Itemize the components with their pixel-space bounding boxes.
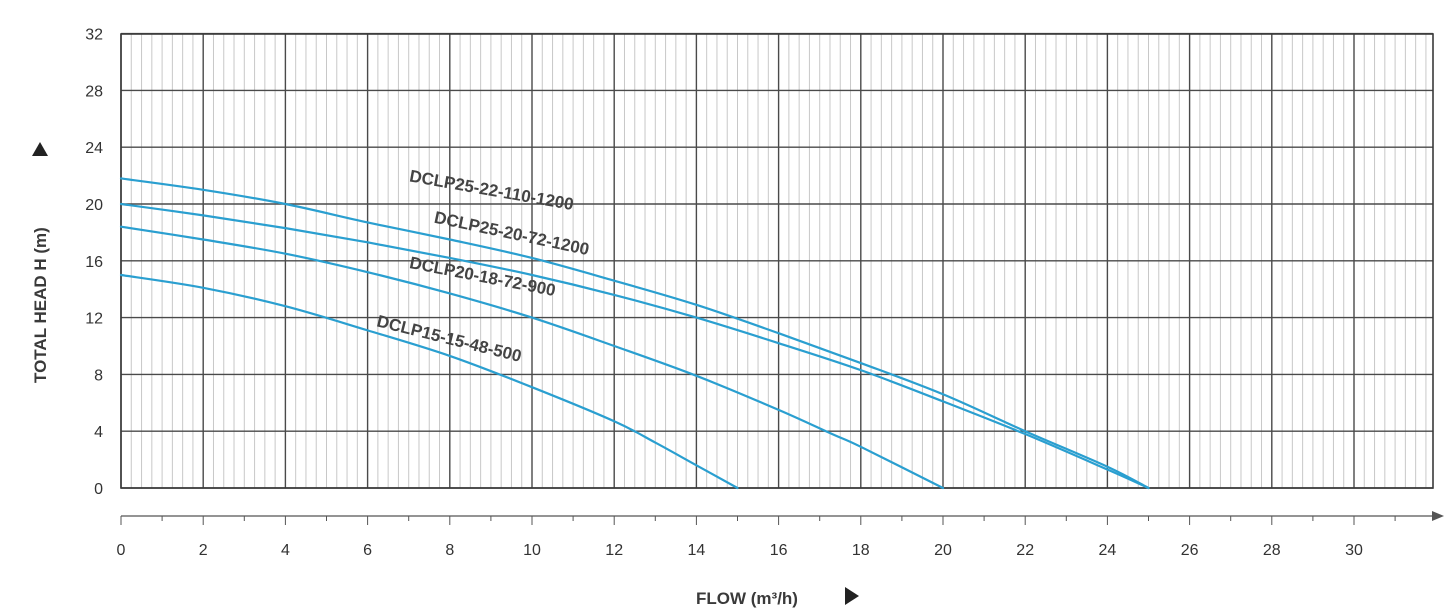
- curve-dclp25-20-72-1200: [119, 202, 1150, 490]
- x-tick-label: 28: [1263, 542, 1281, 559]
- x-tick-label: 16: [770, 542, 788, 559]
- x-tick-label: 30: [1345, 542, 1363, 559]
- tick-labels: 0 2 4 6 8 10 12 14 16 18 20 22 24 26 28 300481216202428…: [85, 27, 1363, 559]
- x-tick-label: 26: [1181, 542, 1199, 559]
- x-tick-label: 4: [281, 542, 290, 559]
- curve-dclp15-15-48-500: [119, 273, 739, 490]
- y-axis-label: TOTAL HEAD H (m): [31, 227, 50, 383]
- y-tick-label: 4: [94, 424, 103, 441]
- y-tick-label: 16: [85, 254, 103, 271]
- curve-dclp20-18-72-900: [119, 225, 945, 490]
- curve-labels: DCLP25-22-110-1200DCLP25-20-72-1200DCLP2…: [375, 167, 591, 366]
- x-tick-label: 18: [852, 542, 870, 559]
- y-tick-label: 0: [94, 481, 103, 498]
- x-tick-label: 14: [688, 542, 706, 559]
- y-tick-label: 20: [85, 197, 103, 214]
- curve-label: DCLP25-22-110-1200: [408, 167, 575, 215]
- y-tick-label: 32: [85, 27, 103, 44]
- x-tick-label: 8: [445, 542, 454, 559]
- x-tick-label: 10: [523, 542, 541, 559]
- x-tick-label: 20: [934, 542, 952, 559]
- y-tick-label: 8: [94, 367, 103, 384]
- x-axis-arrow-icon: [845, 587, 859, 605]
- x-axis-label: FLOW (m³/h): [696, 589, 798, 608]
- x-axis-arrowhead-icon: [1432, 511, 1444, 521]
- y-tick-label: 12: [85, 311, 103, 328]
- plot-border: [120, 33, 1434, 489]
- x-tick-label: 22: [1016, 542, 1034, 559]
- x-tick-label: 2: [199, 542, 208, 559]
- y-tick-label: 28: [85, 83, 103, 100]
- curve-dclp25-22-110-1200: [119, 177, 1150, 490]
- grid: [120, 32, 1434, 489]
- y-axis-arrow-icon: [32, 142, 48, 156]
- axes: [120, 511, 1444, 525]
- y-tick-label: 24: [85, 140, 103, 157]
- x-tick-label: 24: [1099, 542, 1117, 559]
- curves: [119, 177, 1150, 490]
- x-tick-label: 0: [117, 542, 126, 559]
- x-tick-label: 6: [363, 542, 372, 559]
- x-tick-label: 12: [605, 542, 623, 559]
